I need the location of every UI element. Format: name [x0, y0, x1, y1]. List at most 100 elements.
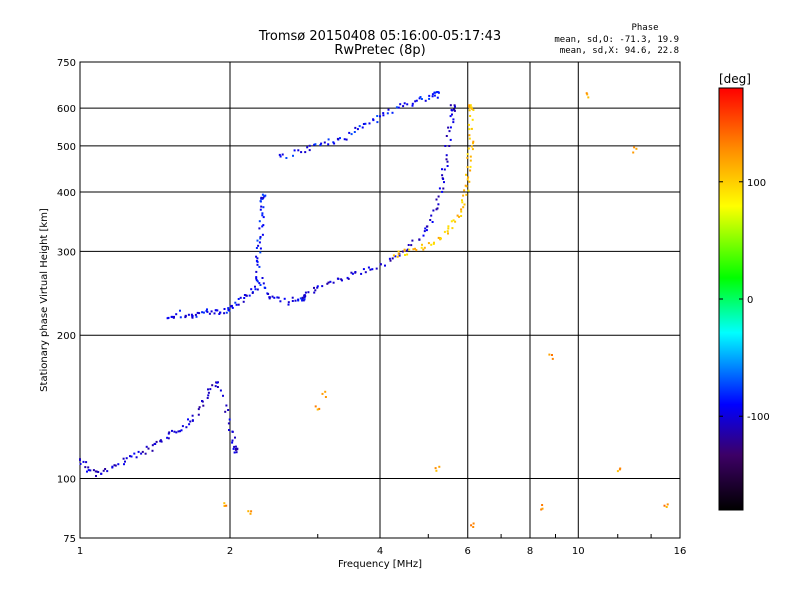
data-point — [431, 95, 434, 98]
data-point — [261, 212, 264, 215]
data-point — [353, 131, 356, 133]
data-point — [447, 225, 450, 228]
data-point — [291, 296, 294, 299]
phase-stats-x: mean, sd,X: 94.6, 22.8 — [560, 46, 679, 56]
data-point — [202, 311, 205, 314]
data-point — [372, 119, 375, 122]
data-point — [87, 466, 90, 469]
data-point — [100, 472, 103, 475]
data-point — [260, 205, 263, 208]
data-point — [216, 381, 218, 384]
data-point — [410, 244, 413, 247]
data-point — [191, 419, 194, 422]
data-point — [367, 266, 370, 269]
data-point — [213, 312, 216, 315]
data-point — [327, 281, 330, 284]
data-point — [428, 97, 431, 100]
data-point — [438, 187, 441, 190]
data-point — [436, 207, 439, 210]
data-point — [450, 109, 453, 111]
data-point — [151, 449, 154, 452]
data-point — [376, 115, 379, 117]
y-tick-label: 300 — [57, 247, 76, 258]
data-point — [95, 475, 97, 477]
data-point — [223, 312, 226, 315]
data-point — [406, 253, 409, 256]
data-point — [437, 195, 440, 198]
data-point — [258, 220, 261, 223]
data-point — [472, 526, 475, 528]
data-point — [255, 259, 258, 262]
data-point — [242, 300, 245, 303]
data-point — [223, 505, 226, 507]
x-tick-label: 1 — [77, 546, 83, 557]
colorbar-tick-label: 100 — [747, 178, 766, 189]
data-point — [122, 457, 125, 460]
data-point — [291, 300, 294, 302]
data-point — [262, 216, 265, 219]
chart-title: Tromsø 20150408 05:16:00-05:17:43 — [258, 29, 501, 44]
data-point — [414, 100, 417, 103]
data-point — [387, 108, 390, 111]
data-point — [206, 310, 209, 313]
data-point — [227, 409, 230, 411]
data-point — [391, 111, 394, 114]
data-point — [144, 452, 147, 455]
data-point — [167, 437, 170, 440]
data-point — [250, 288, 253, 291]
data-point — [403, 102, 406, 105]
data-point — [456, 214, 459, 217]
data-point — [408, 248, 411, 251]
x-tick-label: 2 — [227, 546, 233, 557]
data-point — [102, 469, 105, 472]
data-point — [245, 294, 248, 297]
data-point — [223, 308, 226, 310]
data-point — [404, 254, 406, 256]
colorbar-tick-label: 0 — [747, 295, 753, 306]
data-point — [223, 502, 226, 505]
data-point — [285, 157, 288, 159]
data-point — [467, 123, 470, 126]
data-point — [438, 465, 441, 468]
data-point — [441, 168, 443, 171]
data-point — [441, 174, 444, 177]
data-point — [303, 294, 306, 297]
data-point — [405, 249, 408, 252]
data-point — [166, 436, 169, 439]
colorbar-ticks: 100 0 -100 — [719, 178, 770, 423]
data-point — [343, 138, 346, 141]
x-tick-label: 6 — [465, 546, 471, 557]
data-point — [219, 311, 222, 314]
data-point — [179, 430, 181, 433]
data-point — [287, 301, 290, 304]
data-point — [125, 457, 128, 460]
data-point — [551, 354, 553, 356]
data-point — [250, 510, 253, 513]
data-point — [430, 214, 433, 217]
data-point — [232, 447, 235, 450]
data-point — [450, 220, 453, 223]
x-tick-label: 8 — [527, 546, 533, 557]
data-point — [259, 237, 262, 240]
data-point — [470, 127, 473, 130]
data-point — [465, 173, 467, 176]
data-point — [346, 276, 349, 279]
data-point — [364, 122, 367, 125]
data-point — [314, 289, 317, 292]
data-point — [362, 268, 365, 271]
data-point — [467, 176, 470, 179]
data-point — [320, 142, 323, 145]
x-axis-title: Frequency [MHz] — [338, 559, 422, 570]
data-point — [420, 246, 423, 249]
data-point — [179, 316, 182, 319]
data-point — [379, 115, 381, 118]
data-point — [421, 243, 423, 246]
data-point — [434, 467, 437, 470]
data-point — [466, 153, 469, 156]
data-point — [471, 107, 473, 110]
data-point — [198, 406, 201, 409]
data-point — [433, 94, 436, 97]
data-point — [234, 448, 237, 451]
data-point — [140, 452, 143, 455]
data-point — [175, 313, 178, 316]
